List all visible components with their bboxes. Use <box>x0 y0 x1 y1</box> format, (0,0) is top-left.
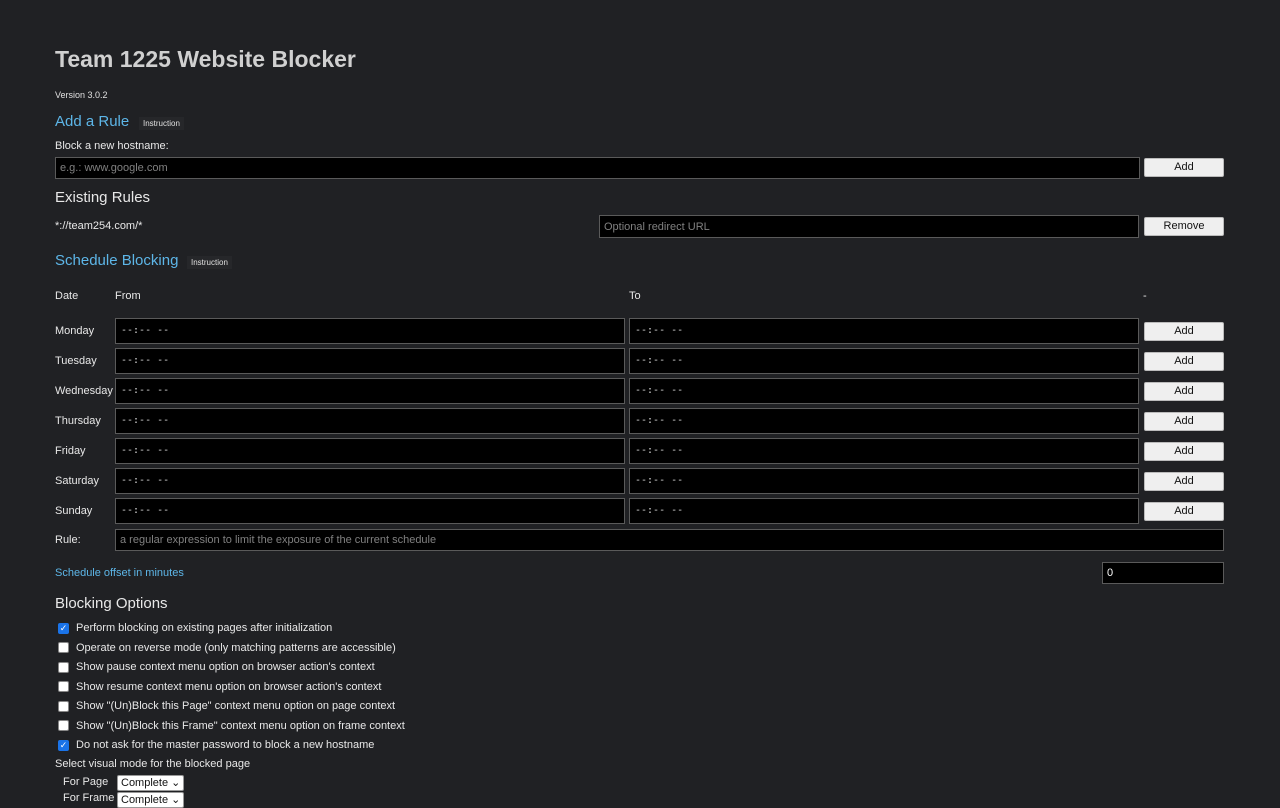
option-label: Perform blocking on existing pages after… <box>76 622 333 634</box>
option-row[interactable]: Show "(Un)Block this Frame" context menu… <box>58 720 405 732</box>
checkbox[interactable]: ✓ <box>58 622 69 634</box>
add-schedule-button[interactable]: Add <box>1144 412 1224 431</box>
version-text: Version 3.0.2 <box>55 90 108 100</box>
option-label: Operate on reverse mode (only matching p… <box>76 641 396 654</box>
for-page-label: For Page <box>63 776 109 788</box>
schedule-heading: Schedule Blocking <box>55 252 179 269</box>
option-label: Show resume context menu option on brows… <box>76 680 382 693</box>
add-schedule-button[interactable]: Add <box>1144 382 1224 401</box>
day-label: Monday <box>55 325 95 337</box>
col-date: Date <box>55 290 79 302</box>
col-from: From <box>115 290 141 302</box>
checkbox[interactable]: ✓ <box>58 739 69 751</box>
add-schedule-button[interactable]: Add <box>1144 472 1224 491</box>
for-page-select[interactable]: Complete ⌄ <box>117 775 185 791</box>
day-label: Sunday <box>55 505 93 517</box>
for-frame-select[interactable]: Complete ⌄ <box>117 792 185 808</box>
from-time-input[interactable]: --:-- -- <box>115 468 625 494</box>
to-time-input[interactable]: --:-- -- <box>629 348 1139 374</box>
to-time-input[interactable]: --:-- -- <box>629 378 1139 404</box>
from-time-input[interactable]: --:-- -- <box>115 408 625 434</box>
from-time-input[interactable]: --:-- -- <box>115 318 625 344</box>
checkbox[interactable] <box>58 661 69 673</box>
from-time-input[interactable]: --:-- -- <box>115 498 625 524</box>
option-label: Do not ask for the master password to bl… <box>76 739 375 751</box>
option-row[interactable]: ✓ Do not ask for the master password to b… <box>58 739 374 751</box>
day-label: Wednesday <box>55 385 113 397</box>
add-schedule-button[interactable]: Add <box>1144 322 1224 341</box>
rule-label: Rule: <box>55 534 81 546</box>
chevron-down-icon: ⌄ <box>171 794 181 806</box>
add-schedule-button[interactable]: Add <box>1144 442 1224 461</box>
checkbox[interactable] <box>58 681 69 692</box>
option-row[interactable]: Show resume context menu option on brows… <box>58 681 381 693</box>
for-page-value: Complete <box>121 777 169 789</box>
day-label: Thursday <box>55 415 101 427</box>
day-label: Saturday <box>55 475 100 487</box>
redirect-url-input[interactable] <box>599 215 1139 238</box>
from-time-input[interactable]: --:-- -- <box>115 378 625 404</box>
option-label: Show pause context menu option on browse… <box>76 661 375 673</box>
hostname-label: Block a new hostname: <box>55 140 169 152</box>
to-time-input[interactable]: --:-- -- <box>629 468 1139 494</box>
hostname-input[interactable] <box>55 157 1140 179</box>
add-rule-instruction-link[interactable]: Instruction <box>139 117 184 130</box>
schedule-instruction-link[interactable]: Instruction <box>187 256 232 269</box>
checkbox[interactable] <box>58 700 69 712</box>
rule-pattern: *://team254.com/* <box>55 220 143 232</box>
page-title: Team 1225 Website Blocker <box>55 46 356 72</box>
checkbox[interactable] <box>58 720 69 731</box>
for-frame-label: For Frame <box>63 792 115 804</box>
blocking-options-heading: Blocking Options <box>55 595 168 612</box>
to-time-input[interactable]: --:-- -- <box>629 498 1139 524</box>
chevron-down-icon: ⌄ <box>171 777 181 789</box>
add-hostname-button[interactable]: Add <box>1144 158 1224 177</box>
for-frame-value: Complete <box>121 794 169 806</box>
schedule-offset-input[interactable] <box>1102 562 1224 584</box>
option-row[interactable]: Show "(Un)Block this Page" context menu … <box>58 700 395 712</box>
add-schedule-button[interactable]: Add <box>1144 352 1224 371</box>
to-time-input[interactable]: --:-- -- <box>629 438 1139 464</box>
option-row[interactable]: Show pause context menu option on browse… <box>58 661 375 673</box>
day-label: Tuesday <box>55 355 97 367</box>
to-time-input[interactable]: --:-- -- <box>629 318 1139 344</box>
col-action: - <box>1143 290 1147 302</box>
col-to: To <box>629 290 641 302</box>
visual-mode-label: Select visual mode for the blocked page <box>55 758 251 770</box>
existing-rules-heading: Existing Rules <box>55 189 151 206</box>
day-label: Friday <box>55 445 86 457</box>
option-label: Show "(Un)Block this Page" context menu … <box>76 700 396 712</box>
to-time-input[interactable]: --:-- -- <box>629 408 1139 434</box>
add-schedule-button[interactable]: Add <box>1144 502 1224 521</box>
add-rule-heading: Add a Rule <box>55 113 130 130</box>
remove-rule-button[interactable]: Remove <box>1144 217 1224 236</box>
from-time-input[interactable]: --:-- -- <box>115 438 625 464</box>
schedule-offset-label: Schedule offset in minutes <box>55 567 184 579</box>
schedule-rule-input[interactable] <box>115 529 1224 551</box>
checkbox[interactable] <box>58 642 69 653</box>
option-label: Show "(Un)Block this Frame" context menu… <box>76 719 405 732</box>
from-time-input[interactable]: --:-- -- <box>115 348 625 374</box>
option-row[interactable]: ✓ Perform blocking on existing pages afte… <box>58 622 332 634</box>
option-row[interactable]: Operate on reverse mode (only matching p… <box>58 642 396 654</box>
